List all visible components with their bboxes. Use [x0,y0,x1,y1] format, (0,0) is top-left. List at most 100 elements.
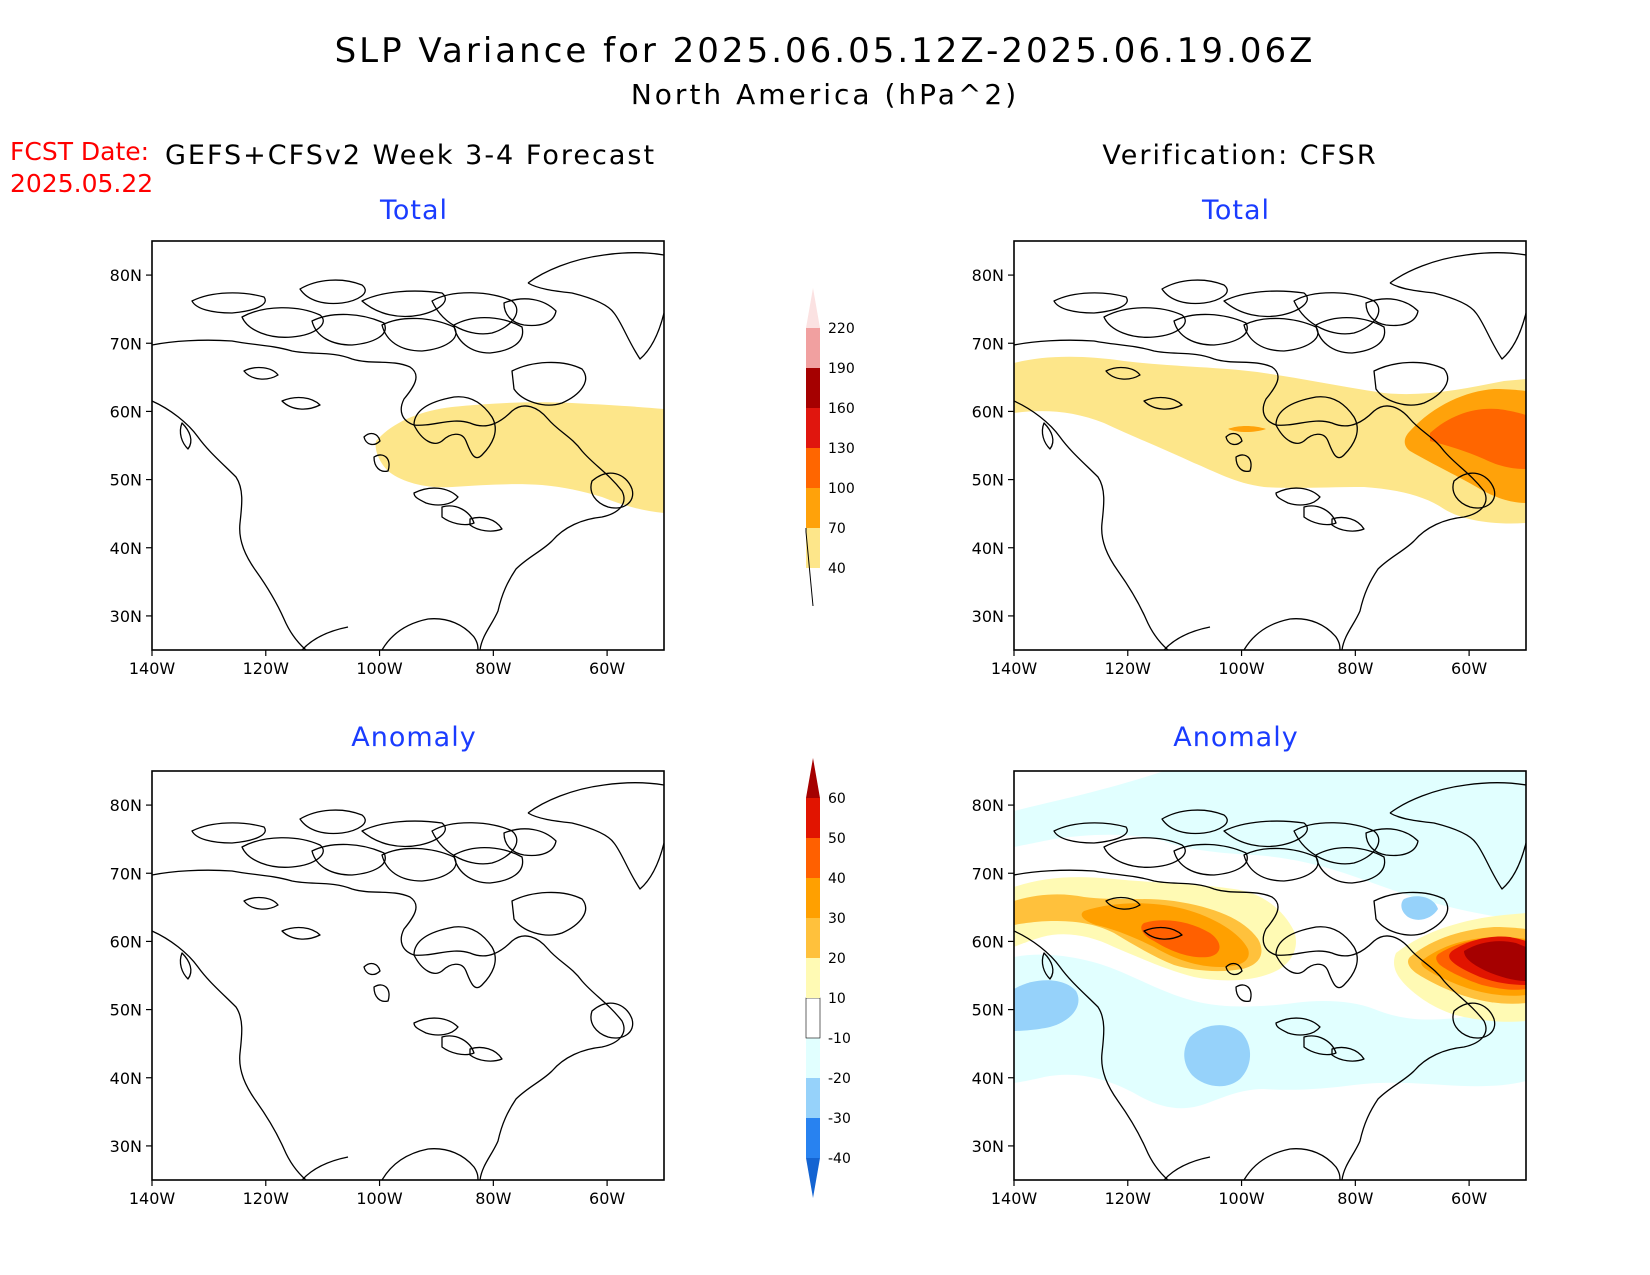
axis-ticks-forecast-anomaly: 80N 70N 60N 50N 40N 30N 140W 120W 100W 80W 60W [110,796,626,1208]
lon-tick-label: 140W [129,1189,176,1208]
figure-title: SLP Variance for 2025.06.05.12Z-2025.06.… [335,31,1316,71]
colorbar-total-label: 70 [828,521,846,537]
colorbar-total-label: 220 [828,321,855,337]
map-panel-forecast-total: 80N 70N 60N 50N 40N 30N 140W 120W 100W 80W 60W [110,240,665,678]
axis-ticks-forecast-total: 80N 70N 60N 50N 40N 30N 140W 120W 100W 80W 60W [110,266,626,678]
colorbar-total: 40 70 100 130 160 190 220 [805,288,855,607]
colorbar-anomaly: -40 -30 -20 -10 10 20 30 40 50 60 [805,758,851,1198]
colorbar-total-bottom-tail [805,528,814,607]
lat-tick-label: 30N [972,607,1004,626]
map-panel-verification-anomaly: 80N 70N 60N 50N 40N 30N 140W 120W 100W 80W 60W [972,770,1527,1208]
shaded-region-above-60 [1464,941,1526,981]
lon-tick-label: 120W [243,1189,290,1208]
lat-tick-label: 70N [972,864,1004,883]
colorbar-anomaly-swatch [806,918,820,958]
colorbar-total-swatch [806,528,820,568]
colorbar-anomaly-label: -40 [828,1151,851,1167]
lat-tick-label: 30N [110,1137,142,1156]
shaded-region-40-70 [375,402,664,513]
colorbar-anomaly-label: 50 [828,831,846,847]
colorbar-anomaly-label: 60 [828,791,846,807]
lat-tick-label: 80N [972,266,1004,285]
colorbar-total-swatch [806,448,820,488]
lat-tick-label: 60N [972,402,1004,421]
colorbar-anomaly-swatch [806,1078,820,1118]
colorbar-anomaly-label: -10 [828,1031,851,1047]
colorbar-anomaly-label: 30 [828,911,846,927]
colorbar-total-label: 100 [828,481,855,497]
colorbar-anomaly-label: -20 [828,1071,851,1087]
lon-tick-label: 100W [356,659,403,678]
lat-tick-label: 80N [110,796,142,815]
fcst-date-value: 2025.05.22 [10,169,153,198]
lat-tick-label: 60N [972,932,1004,951]
colorbar-total-swatch [806,408,820,448]
colorbar-anomaly-swatch [806,1118,820,1158]
lon-tick-label: 100W [356,1189,403,1208]
lon-tick-label: 140W [991,659,1038,678]
shaded-region-100-130 [1430,408,1526,469]
colorbar-anomaly-swatch [806,958,820,998]
panel-title-forecast-total: Total [379,195,448,226]
colorbar-total-swatch [806,488,820,528]
lat-tick-label: 70N [110,864,142,883]
colorbar-anomaly-bottom-triangle [806,1158,820,1198]
lat-tick-label: 40N [972,539,1004,558]
colorbar-anomaly-swatch [806,878,820,918]
colorbar-total-label: 130 [828,441,855,457]
lat-tick-label: 70N [110,334,142,353]
colorbar-total-label: 40 [828,561,846,577]
lat-tick-label: 40N [972,1069,1004,1088]
shaded-region-40-70 [1014,356,1526,524]
shaded-region-neg20-neg30-north [1401,896,1438,920]
lat-tick-label: 70N [972,334,1004,353]
colorbar-total-label: 190 [828,361,855,377]
colorbar-anomaly-label: 20 [828,951,846,967]
map-panel-forecast-anomaly: 80N 70N 60N 50N 40N 30N 140W 120W 100W 80W 60W [110,770,665,1208]
lon-tick-label: 60W [589,1189,625,1208]
panel-title-verification-anomaly: Anomaly [1173,722,1298,753]
lat-tick-label: 50N [110,1001,142,1020]
fcst-date-label: FCST Date: [10,137,149,166]
lat-tick-label: 60N [110,402,142,421]
colorbar-total-top-triangle [806,288,820,328]
lon-tick-label: 140W [991,1189,1038,1208]
lat-tick-label: 50N [110,471,142,490]
lat-tick-label: 40N [110,539,142,558]
lon-tick-label: 120W [243,659,290,678]
colorbar-total-swatch [806,368,820,408]
lon-tick-label: 140W [129,659,176,678]
axis-ticks-verification-anomaly: 80N 70N 60N 50N 40N 30N 140W 120W 100W 80W 60W [972,796,1488,1208]
figure-subtitle: North America (hPa^2) [631,78,1019,111]
lat-tick-label: 30N [110,607,142,626]
colorbar-anomaly-swatch [806,1038,820,1078]
colorbar-total-swatch [806,328,820,368]
lon-tick-label: 80W [475,1189,511,1208]
lat-tick-label: 50N [972,1001,1004,1020]
lon-tick-label: 100W [1218,659,1265,678]
colorbar-anomaly-swatch [805,997,821,1039]
shaded-region-neg10-neg20-south [1014,954,1526,1109]
panel-title-forecast-anomaly: Anomaly [351,722,476,753]
map-panel-verification-total: 80N 70N 60N 50N 40N 30N 140W 120W 100W 80W 60W [972,240,1527,678]
lon-tick-label: 120W [1105,1189,1152,1208]
panel-title-verification-total: Total [1201,195,1270,226]
colorbar-anomaly-label: 10 [828,991,846,1007]
lon-tick-label: 100W [1218,1189,1265,1208]
forecast-column-header: GEFS+CFSv2 Week 3-4 Forecast [165,140,656,171]
lat-tick-label: 80N [972,796,1004,815]
lon-tick-label: 80W [1337,659,1373,678]
shaded-region-70-100-small [1228,426,1266,432]
shaded-region-neg20-neg30-west [1014,980,1079,1031]
shaded-region-neg20-neg30-central [1184,1025,1251,1087]
colorbar-total-label: 160 [828,401,855,417]
lat-tick-label: 40N [110,1069,142,1088]
lon-tick-label: 80W [475,659,511,678]
shaded-region-40-50 [1141,920,1220,958]
colorbar-anomaly-swatch [806,798,820,838]
lon-tick-label: 60W [1451,659,1487,678]
axis-ticks-verification-total: 80N 70N 60N 50N 40N 30N 140W 120W 100W 80W 60W [972,266,1488,678]
lon-tick-label: 60W [589,659,625,678]
colorbar-anomaly-top-triangle [806,758,820,798]
lat-tick-label: 80N [110,266,142,285]
